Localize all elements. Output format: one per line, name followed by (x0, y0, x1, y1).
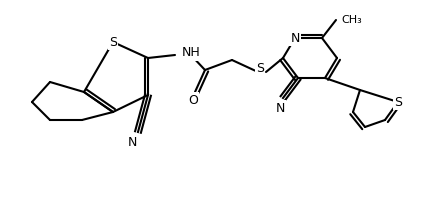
Text: N: N (275, 101, 285, 114)
Text: N: N (290, 32, 300, 45)
Text: O: O (188, 93, 198, 106)
Text: S: S (256, 63, 264, 76)
Text: S: S (109, 35, 117, 49)
Text: S: S (394, 96, 402, 109)
Text: NH: NH (182, 46, 201, 59)
Text: N: N (127, 135, 137, 148)
Text: CH₃: CH₃ (341, 15, 362, 25)
